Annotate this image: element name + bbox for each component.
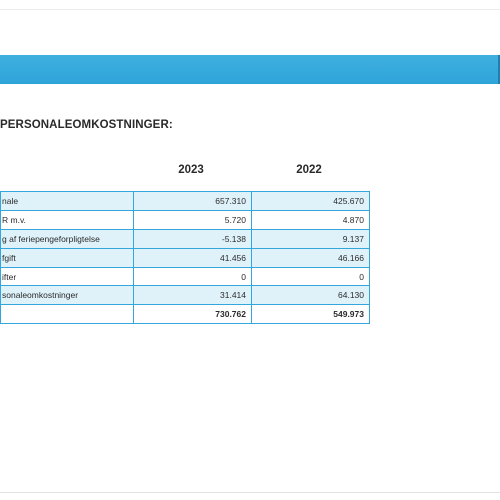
table-row: sonaleomkostninger 31.414 64.130 [0,285,370,306]
row-label: ifter [0,266,134,287]
value-2022: 4.870 [251,209,370,230]
row-label: g af feriepengeforpligtelse [0,228,134,249]
row-label: fgift [0,247,134,268]
value-2022: 46.166 [251,247,370,268]
total-2022: 549.973 [251,304,370,325]
total-2023: 730.762 [133,304,252,325]
value-2023: 41.456 [133,247,252,268]
row-label: R m.v. [0,209,134,230]
total-row: 730.762 549.973 [0,304,370,325]
value-2022: 425.670 [251,191,370,211]
row-label: sonaleomkostninger [0,285,134,306]
bottom-rule [0,492,500,493]
value-2023: 31.414 [133,285,252,306]
section-title: PERSONALEOMKOSTNINGER: [0,119,173,131]
column-header-2023: 2023 [178,164,204,176]
column-header-2022: 2022 [296,164,322,176]
value-2022: 9.137 [251,228,370,249]
top-rule [0,9,500,10]
table-row: R m.v. 5.720 4.870 [0,209,370,230]
table-row: g af feriepengeforpligtelse -5.138 9.137 [0,228,370,249]
row-label: nale [0,191,134,211]
value-2023: -5.138 [133,228,252,249]
personnel-costs-table: nale 657.310 425.670 R m.v. 5.720 4.870 … [0,191,370,325]
value-2022: 0 [251,266,370,287]
table-row: ifter 0 0 [0,266,370,287]
table-row: fgift 41.456 46.166 [0,247,370,268]
header-band [0,55,500,84]
table-row: nale 657.310 425.670 [0,191,370,211]
value-2023: 5.720 [133,209,252,230]
value-2022: 64.130 [251,285,370,306]
value-2023: 657.310 [133,191,252,211]
value-2023: 0 [133,266,252,287]
total-label [0,304,134,325]
header-band-edge [498,55,500,84]
